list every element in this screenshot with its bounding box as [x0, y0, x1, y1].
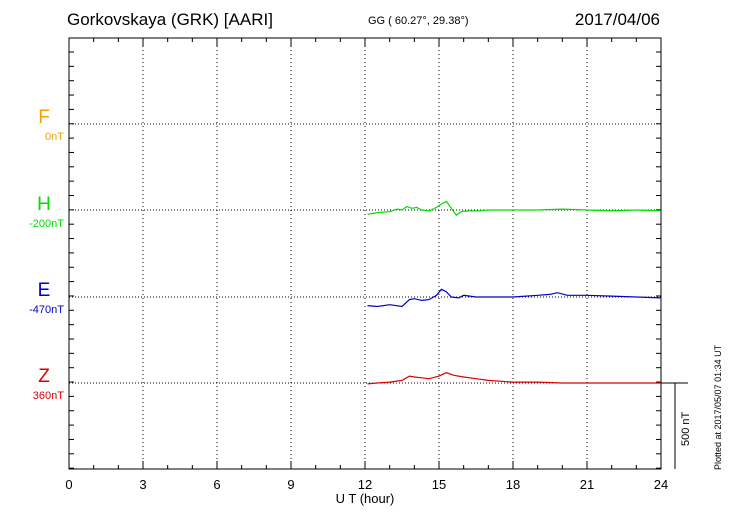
- series-line-z: [367, 372, 661, 385]
- component-offset-z: 360nT: [32, 390, 64, 402]
- scale-bar-label: 500 nT: [680, 411, 692, 446]
- component-letter-z: Z: [38, 366, 50, 387]
- series: [367, 200, 662, 385]
- component-offset-e: -470nT: [29, 304, 64, 316]
- x-tick-label: 18: [506, 477, 520, 492]
- x-axis-label: U T (hour): [336, 491, 395, 506]
- x-tick-label: 12: [358, 477, 372, 492]
- component-letter-e: E: [37, 280, 51, 301]
- coordinates-label: GG ( 60.27°, 29.38°): [368, 15, 469, 27]
- component-offset-h: -200nT: [29, 218, 64, 230]
- x-tick-label: 15: [432, 477, 446, 492]
- ticks: 0 3 6 9 12 15 18 21 24: [65, 38, 668, 492]
- grid: [69, 38, 661, 469]
- x-tick-label: 9: [287, 477, 294, 492]
- station-title: Gorkovskaya (GRK) [AARI]: [67, 10, 273, 29]
- component-letter-f: F: [38, 107, 50, 128]
- scale-bar: [661, 382, 688, 469]
- x-tick-label: 21: [580, 477, 594, 492]
- x-tick-label: 0: [65, 477, 72, 492]
- component-letter-h: H: [37, 194, 51, 215]
- x-tick-label: 24: [654, 477, 668, 492]
- date-label: 2017/04/06: [574, 10, 660, 29]
- series-line-h: [367, 200, 662, 217]
- x-tick-label: 3: [139, 477, 146, 492]
- series-line-e: [367, 288, 662, 308]
- plotted-timestamp: Plotted at 2017/05/07 01:34 UT: [713, 344, 723, 470]
- x-tick-label: 6: [213, 477, 220, 492]
- component-offset-f: 0nT: [45, 131, 64, 143]
